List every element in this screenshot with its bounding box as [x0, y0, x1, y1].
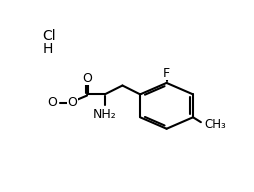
- Text: H: H: [43, 42, 53, 56]
- Text: O: O: [67, 96, 77, 109]
- Text: O: O: [47, 96, 57, 109]
- Text: Cl: Cl: [43, 29, 56, 43]
- Text: CH₃: CH₃: [204, 118, 226, 131]
- Text: O: O: [82, 72, 92, 85]
- Text: F: F: [163, 67, 170, 80]
- Text: NH₂: NH₂: [93, 108, 117, 121]
